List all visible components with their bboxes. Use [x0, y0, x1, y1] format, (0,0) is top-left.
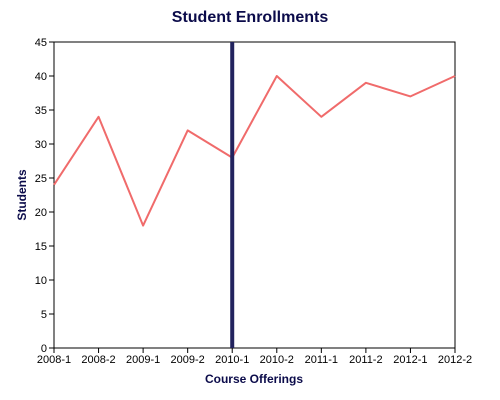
x-tick-label: 2010-1 [215, 354, 249, 366]
y-tick-label: 10 [35, 275, 47, 287]
chart-title: Student Enrollments [172, 9, 329, 26]
y-axis-title: Students [15, 169, 29, 221]
x-tick-label: 2008-2 [81, 354, 115, 366]
y-tick-label: 25 [35, 173, 47, 185]
plot-frame [53, 41, 456, 349]
x-tick-label: 2012-2 [438, 354, 472, 366]
y-tick-label: 0 [41, 343, 47, 355]
y-tick-label: 5 [41, 309, 47, 321]
x-tick-label: 2009-2 [171, 354, 205, 366]
x-tick-label: 2011-1 [305, 354, 338, 366]
x-axis-ticks: 2008-1 2008-2 2009-1 2009-2 2010-1 2010-2 2011… [37, 348, 472, 366]
x-tick-label: 2009-1 [126, 354, 160, 366]
x-tick-label: 2010-2 [260, 354, 294, 366]
y-tick-label: 45 [35, 37, 47, 49]
x-axis-title: Course Offerings [205, 372, 303, 386]
y-tick-label: 30 [35, 139, 47, 151]
x-tick-label: 2008-1 [37, 354, 71, 366]
y-tick-label: 40 [35, 71, 47, 83]
x-tick-label: 2011-2 [349, 354, 382, 366]
series-line [53, 75, 456, 227]
y-tick-label: 20 [35, 207, 47, 219]
series-layer [53, 75, 456, 227]
y-tick-label: 15 [35, 241, 47, 253]
y-axis-ticks: 0 5 10 15 20 25 30 35 40 45 [35, 37, 54, 355]
x-tick-label: 2012-1 [393, 354, 427, 366]
y-tick-label: 35 [35, 105, 47, 117]
